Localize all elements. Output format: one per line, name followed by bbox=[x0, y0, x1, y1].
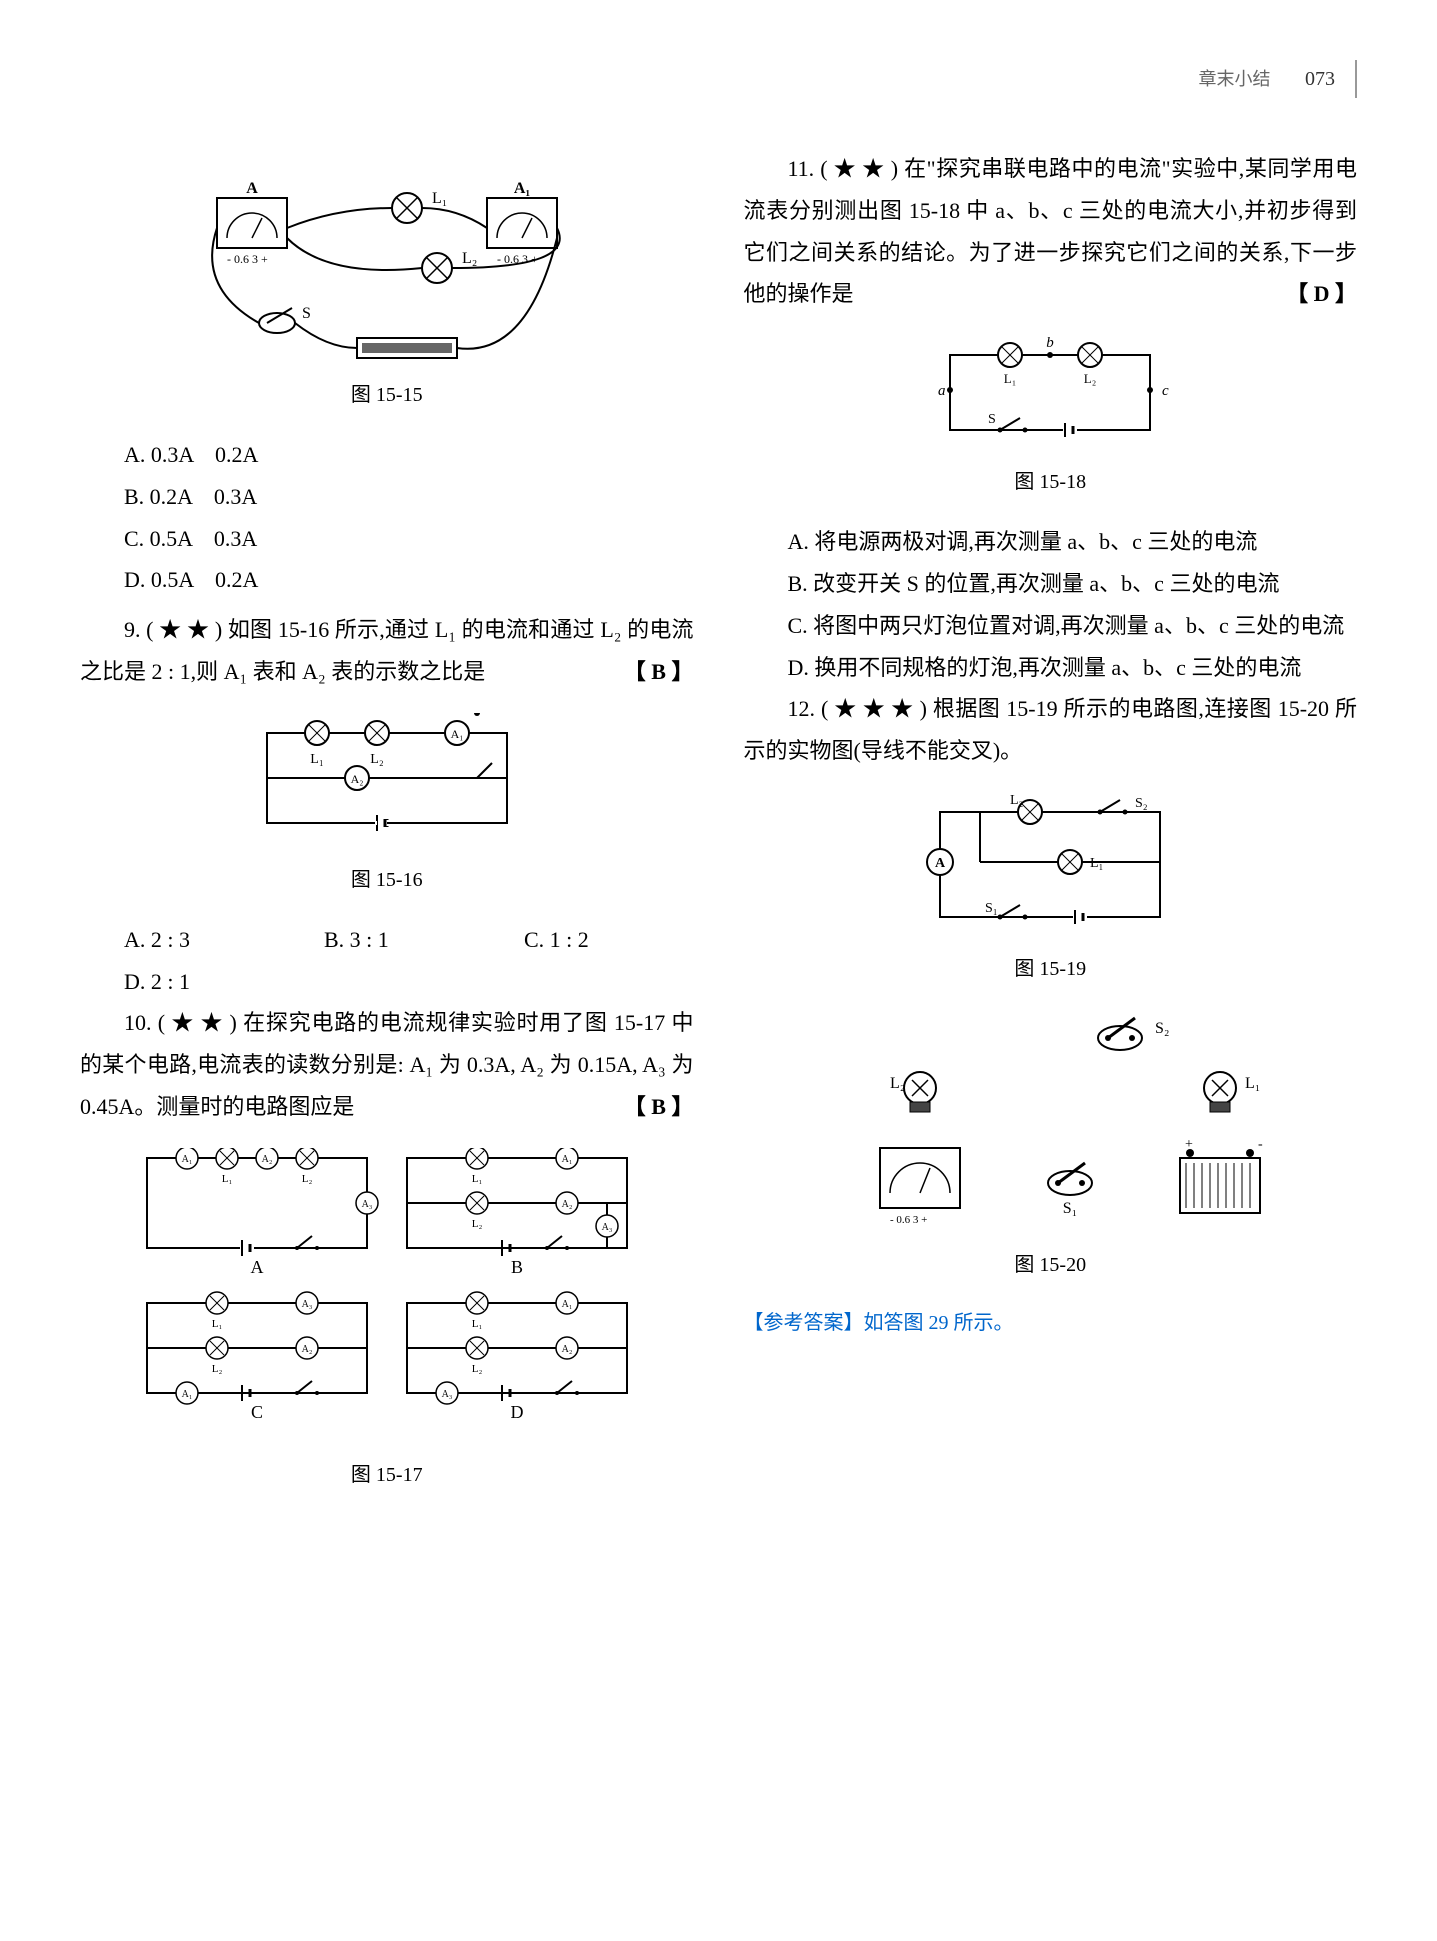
q11-option-a: A. 将电源两极对调,再次测量 a、b、c 三处的电流 bbox=[744, 521, 1358, 563]
svg-text:L₂: L₂ bbox=[462, 250, 477, 267]
figure-15-16-caption: 图 15-16 bbox=[80, 861, 694, 899]
svg-text:A₃: A₃ bbox=[441, 1389, 452, 1400]
figure-15-18: L₁ L₂ a b c S 图 15-18 bbox=[744, 335, 1358, 501]
page-number: 073 bbox=[1305, 68, 1335, 90]
q12-body: 12. ( ★ ★ ★ ) 根据图 15-19 所示的电路图,连接图 15-20… bbox=[744, 696, 1358, 763]
svg-text:+: + bbox=[1185, 1137, 1193, 1152]
q11-option-b: B. 改变开关 S 的位置,再次测量 a、b、c 三处的电流 bbox=[744, 563, 1358, 605]
svg-text:L₁: L₁ bbox=[1004, 371, 1016, 386]
q9-answer-bracket: 【 B 】 bbox=[580, 651, 694, 693]
svg-text:L₂: L₂ bbox=[211, 1363, 222, 1375]
svg-text:L₂: L₂ bbox=[1084, 371, 1096, 386]
svg-text:L₂: L₂ bbox=[471, 1218, 482, 1230]
svg-text:L₂: L₂ bbox=[471, 1363, 482, 1375]
svg-text:S₁: S₁ bbox=[985, 901, 998, 916]
svg-text:L₁: L₁ bbox=[471, 1173, 482, 1185]
svg-text:A₃: A₃ bbox=[301, 1299, 312, 1310]
option-a: A. 0.3A 0.2A bbox=[124, 434, 694, 476]
circuit-diagram-icon: L₁ L₂ A₁ A₂ bbox=[237, 713, 537, 853]
svg-text:A₂: A₂ bbox=[261, 1154, 272, 1165]
section-title: 章末小结 bbox=[1199, 69, 1271, 89]
svg-text:L₁: L₁ bbox=[1090, 856, 1103, 871]
figure-15-15-caption: 图 15-15 bbox=[80, 376, 694, 414]
physical-components-icon: S₂ L₂ L₁ - 0.6 3 + bbox=[810, 1008, 1290, 1238]
svg-text:A₁: A₁ bbox=[561, 1299, 572, 1310]
svg-text:A: A bbox=[935, 856, 946, 871]
svg-text:c: c bbox=[1162, 383, 1169, 399]
svg-text:A₂: A₂ bbox=[301, 1344, 312, 1355]
svg-text:S: S bbox=[302, 305, 311, 322]
circuit-c-label: C bbox=[251, 1402, 263, 1422]
circuit-diagram-icon: A - 0.6 3 + A₁ - 0.6 3 + L₁ L₂ bbox=[177, 168, 597, 368]
svg-text:A₁: A₁ bbox=[181, 1154, 192, 1165]
option-d: D. 0.5A 0.2A bbox=[124, 559, 694, 601]
svg-text:L₁: L₁ bbox=[211, 1318, 222, 1330]
figure-15-20-caption: 图 15-20 bbox=[744, 1246, 1358, 1284]
svg-text:a: a bbox=[938, 383, 946, 399]
svg-text:- 0.6 3 +: - 0.6 3 + bbox=[890, 1214, 927, 1226]
q10-answer-bracket: 【 B 】 bbox=[580, 1086, 694, 1128]
figure-15-17: A₁ L₁ A₂ L₂ A₃ bbox=[80, 1148, 694, 1494]
svg-text:L₁: L₁ bbox=[432, 190, 447, 207]
circuit-a-label: A bbox=[250, 1257, 263, 1277]
reference-answer: 【参考答案】如答图 29 所示。 bbox=[744, 1304, 1358, 1342]
svg-text:-: - bbox=[1258, 1137, 1263, 1152]
svg-text:- 0.6 3 +: - 0.6 3 + bbox=[227, 252, 268, 266]
svg-text:L₂: L₂ bbox=[301, 1173, 312, 1185]
figure-15-16: L₁ L₂ A₁ A₂ bbox=[80, 713, 694, 899]
circuit-diagram-icon: L₂ S₂ L₁ A S₁ bbox=[910, 792, 1190, 942]
option-c: C. 1 : 2 bbox=[524, 919, 664, 961]
right-column: 11. ( ★ ★ ) 在"探究串联电路中的电流"实验中,某同学用电流表分别测出… bbox=[744, 148, 1358, 1514]
svg-text:A₃: A₃ bbox=[601, 1222, 612, 1233]
svg-text:S₂: S₂ bbox=[1135, 796, 1148, 811]
circuit-d-label: D bbox=[510, 1402, 523, 1422]
svg-text:L₂: L₂ bbox=[1010, 793, 1024, 808]
svg-text:A₁: A₁ bbox=[514, 180, 531, 197]
figure-15-18-caption: 图 15-18 bbox=[744, 463, 1358, 501]
svg-text:L₂: L₂ bbox=[370, 752, 384, 767]
option-a: A. 2 : 3 bbox=[124, 919, 264, 961]
q11-text: 11. ( ★ ★ ) 在"探究串联电路中的电流"实验中,某同学用电流表分别测出… bbox=[744, 148, 1358, 315]
q9-text: 9. ( ★ ★ ) 如图 15-16 所示,通过 L₁ 的电流和通过 L₂ 的… bbox=[80, 609, 694, 693]
svg-text:A₁: A₁ bbox=[450, 727, 463, 741]
content-columns: A - 0.6 3 + A₁ - 0.6 3 + L₁ L₂ bbox=[80, 148, 1357, 1514]
figure-15-19: L₂ S₂ L₁ A S₁ bbox=[744, 792, 1358, 988]
circuit-b-label: B bbox=[511, 1257, 523, 1277]
circuit-diagram-icon: L₁ L₂ a b c S bbox=[920, 335, 1180, 455]
figure-15-17-caption: 图 15-17 bbox=[80, 1456, 694, 1494]
option-c: C. 0.5A 0.3A bbox=[124, 518, 694, 560]
q9-options: A. 2 : 3 B. 3 : 1 C. 1 : 2 D. 2 : 1 bbox=[80, 919, 694, 1003]
svg-text:L₁: L₁ bbox=[310, 752, 323, 767]
option-b: B. 0.2A 0.3A bbox=[124, 476, 694, 518]
q11-answer-bracket: 【 D 】 bbox=[1242, 273, 1357, 315]
svg-text:A₂: A₂ bbox=[561, 1199, 572, 1210]
q10-text: 10. ( ★ ★ ) 在探究电路的电流规律实验时用了图 15-17 中的某个电… bbox=[80, 1002, 694, 1127]
q8-options: A. 0.3A 0.2A B. 0.2A 0.3A C. 0.5A 0.3A D… bbox=[80, 434, 694, 601]
left-column: A - 0.6 3 + A₁ - 0.6 3 + L₁ L₂ bbox=[80, 148, 694, 1514]
svg-text:b: b bbox=[1047, 335, 1055, 351]
circuit-diagram-icon: A₁ L₁ A₂ L₂ A₃ bbox=[127, 1148, 647, 1448]
option-b: B. 3 : 1 bbox=[324, 919, 464, 961]
svg-text:L₁: L₁ bbox=[221, 1173, 232, 1185]
svg-text:L₁: L₁ bbox=[1245, 1075, 1260, 1092]
svg-text:L₂: L₂ bbox=[890, 1075, 905, 1092]
svg-text:S₁: S₁ bbox=[1063, 1200, 1077, 1217]
figure-15-20: S₂ L₂ L₁ - 0.6 3 + bbox=[744, 1008, 1358, 1284]
q11-option-c: C. 将图中两只灯泡位置对调,再次测量 a、b、c 三处的电流 bbox=[744, 605, 1358, 647]
svg-text:A₁: A₁ bbox=[181, 1389, 192, 1400]
svg-text:A₃: A₃ bbox=[361, 1199, 372, 1210]
page-header: 章末小结 073 bbox=[80, 60, 1357, 98]
q12-text: 12. ( ★ ★ ★ ) 根据图 15-19 所示的电路图,连接图 15-20… bbox=[744, 688, 1358, 772]
q11-option-d: D. 换用不同规格的灯泡,再次测量 a、b、c 三处的电流 bbox=[744, 647, 1358, 689]
svg-text:A: A bbox=[246, 180, 258, 197]
svg-text:A₁: A₁ bbox=[561, 1154, 572, 1165]
option-d: D. 2 : 1 bbox=[124, 961, 264, 1003]
svg-text:L₁: L₁ bbox=[471, 1318, 482, 1330]
figure-15-15: A - 0.6 3 + A₁ - 0.6 3 + L₁ L₂ bbox=[80, 168, 694, 414]
figure-15-19-caption: 图 15-19 bbox=[744, 950, 1358, 988]
svg-text:S₂: S₂ bbox=[1155, 1020, 1169, 1037]
svg-text:S: S bbox=[988, 412, 996, 427]
svg-text:A₂: A₂ bbox=[561, 1344, 572, 1355]
svg-text:A₂: A₂ bbox=[350, 772, 363, 786]
